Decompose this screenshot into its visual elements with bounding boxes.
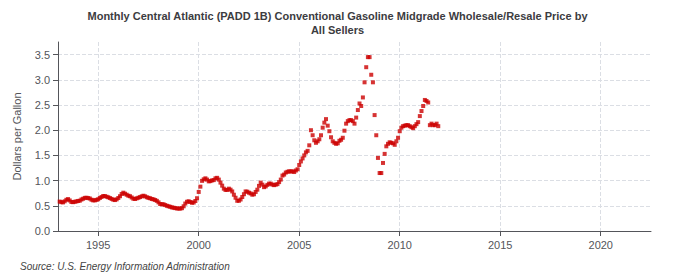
- svg-text:All Sellers: All Sellers: [311, 24, 364, 36]
- svg-text:1.5: 1.5: [35, 149, 50, 161]
- svg-text:0.5: 0.5: [35, 200, 50, 212]
- svg-text:0.0: 0.0: [35, 225, 50, 237]
- svg-text:3.0: 3.0: [35, 74, 50, 86]
- svg-text:Source: U.S. Energy Informatio: Source: U.S. Energy Information Administ…: [20, 261, 230, 272]
- svg-text:2010: 2010: [387, 239, 411, 251]
- svg-text:2005: 2005: [287, 239, 311, 251]
- svg-text:2.0: 2.0: [35, 124, 50, 136]
- svg-text:2.5: 2.5: [35, 99, 50, 111]
- svg-text:1995: 1995: [86, 239, 110, 251]
- svg-text:3.5: 3.5: [35, 49, 50, 61]
- svg-text:2000: 2000: [186, 239, 210, 251]
- svg-text:2020: 2020: [589, 239, 613, 251]
- svg-text:Monthly Central Atlantic (PADD: Monthly Central Atlantic (PADD 1B) Conve…: [88, 10, 589, 22]
- svg-text:1.0: 1.0: [35, 175, 50, 187]
- svg-text:2015: 2015: [488, 239, 512, 251]
- svg-text:Dollars per Gallon: Dollars per Gallon: [11, 92, 23, 180]
